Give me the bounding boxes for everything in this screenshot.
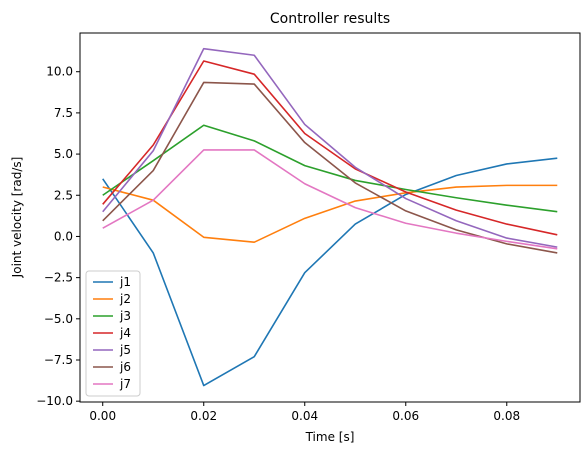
y-tick-label: 2.5 [54, 188, 73, 202]
x-tick-label: 0.02 [190, 409, 217, 423]
plot-area [80, 33, 580, 402]
y-axis-ticks: −10.0 −7.5 −5.0 −2.5 0.0 2.5 5.0 7.5 10.0 [36, 65, 80, 408]
chart-title: Controller results [270, 11, 390, 27]
x-tick-label: 0.06 [392, 409, 419, 423]
y-tick-label: 7.5 [54, 106, 73, 120]
x-axis-ticks: 0.00 0.02 0.04 0.06 0.08 [89, 402, 520, 423]
y-tick-label: −10.0 [36, 394, 73, 408]
y-tick-label: −7.5 [44, 353, 73, 367]
series-line-j1 [102, 157, 558, 387]
series-line-j4 [102, 60, 558, 236]
series-line-j3 [102, 124, 558, 213]
x-axis-label: Time [s] [305, 430, 355, 444]
y-tick-label: −2.5 [44, 271, 73, 285]
legend: j1 j2 j3 j4 j5 j6 j7 [85, 270, 141, 397]
legend-label-j5: j5 [119, 343, 131, 357]
plot-frame [79, 32, 581, 403]
y-tick-label: 10.0 [46, 65, 73, 79]
legend-label-j7: j7 [119, 377, 131, 391]
series-line-j2 [102, 184, 558, 244]
series-line-j5 [102, 47, 558, 248]
legend-label-j6: j6 [119, 360, 131, 374]
x-tick-label: 0.04 [291, 409, 318, 423]
legend-label-j2: j2 [119, 292, 131, 306]
x-tick-label: 0.08 [493, 409, 520, 423]
series-line-j7 [102, 149, 558, 250]
series-layer [102, 47, 558, 387]
legend-label-j1: j1 [119, 275, 131, 289]
x-tick-label: 0.00 [89, 409, 116, 423]
legend-label-j3: j3 [119, 309, 131, 323]
legend-label-j4: j4 [119, 326, 131, 340]
y-axis-label: Joint velocity [rad/s] [10, 157, 24, 279]
y-tick-label: 0.0 [54, 229, 73, 243]
y-tick-label: 5.0 [54, 147, 73, 161]
y-tick-label: −5.0 [44, 312, 73, 326]
